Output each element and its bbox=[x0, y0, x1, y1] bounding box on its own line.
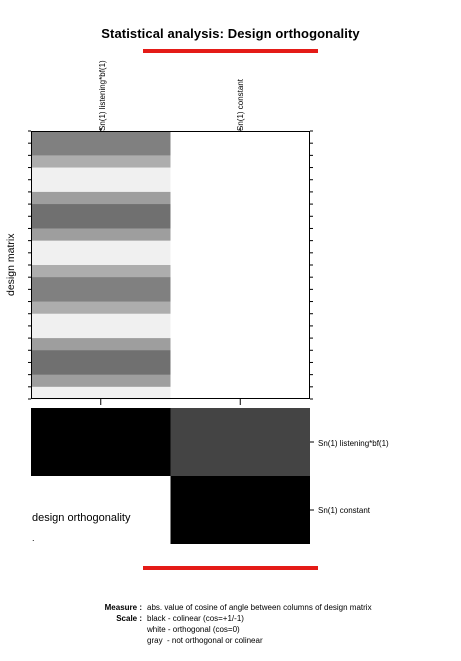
design-matrix-cell bbox=[31, 277, 171, 290]
design-orthogonality-label: design orthogonality bbox=[32, 512, 131, 524]
design-matrix-cell bbox=[31, 350, 171, 363]
figure-title: Statistical analysis: Design orthogonali… bbox=[101, 26, 360, 41]
orthogonality-matrix bbox=[31, 408, 314, 544]
design-matrix-cell bbox=[31, 374, 171, 388]
scale-line-black: black - colinear (cos=+1/-1) bbox=[147, 614, 244, 623]
orthogonality-row-label-1: Sn(1) listening*bf(1) bbox=[318, 439, 389, 448]
design-matrix-cell bbox=[31, 289, 171, 303]
design-matrix-cell bbox=[31, 265, 171, 278]
measure-label: Measure : bbox=[104, 603, 142, 612]
design-matrix-cell bbox=[31, 204, 171, 217]
stray-dot: . bbox=[32, 533, 35, 543]
design-matrix-cell bbox=[31, 191, 171, 205]
measure-text: abs. value of cosine of angle between co… bbox=[147, 603, 372, 612]
scale-line-gray: gray - not orthogonal or colinear bbox=[147, 636, 263, 645]
design-matrix-cell bbox=[31, 301, 171, 315]
orthogonality-image bbox=[31, 408, 314, 544]
column-label-1: Sn(1) listening*bf(1) bbox=[98, 60, 107, 131]
design-matrix-border bbox=[31, 131, 310, 399]
design-matrix-image bbox=[28, 128, 313, 405]
design-matrix-cell bbox=[31, 228, 171, 242]
design-matrix-cell bbox=[31, 325, 171, 339]
orthogonality-row-label-2: Sn(1) constant bbox=[318, 506, 371, 515]
design-matrix-frame bbox=[28, 128, 313, 405]
orthogonality-cell bbox=[170, 476, 310, 544]
design-matrix-cell bbox=[31, 313, 171, 327]
design-matrix-cell bbox=[31, 240, 171, 254]
design-matrix-ylabel: design matrix bbox=[5, 233, 17, 296]
design-matrix-cell bbox=[31, 362, 171, 376]
design-matrix-cell bbox=[31, 167, 171, 181]
scale-label: Scale : bbox=[116, 614, 142, 623]
orthogonality-cell bbox=[31, 408, 171, 476]
column-label-2: Sn(1) constant bbox=[236, 78, 245, 131]
bottom-red-bar bbox=[143, 566, 318, 570]
design-matrix-cell bbox=[31, 252, 171, 266]
design-matrix-cell bbox=[31, 131, 171, 144]
design-matrix-cell bbox=[31, 386, 171, 400]
scale-line-white: white - orthogonal (cos=0) bbox=[147, 625, 240, 634]
design-matrix-cell bbox=[31, 143, 171, 156]
design-matrix-cell bbox=[31, 155, 171, 169]
top-red-bar bbox=[143, 49, 318, 53]
orthogonality-cell bbox=[170, 408, 310, 476]
design-matrix-cell bbox=[170, 131, 310, 399]
design-matrix-cell bbox=[31, 338, 171, 351]
design-matrix-cell bbox=[31, 179, 171, 193]
design-matrix-cell bbox=[31, 216, 171, 229]
